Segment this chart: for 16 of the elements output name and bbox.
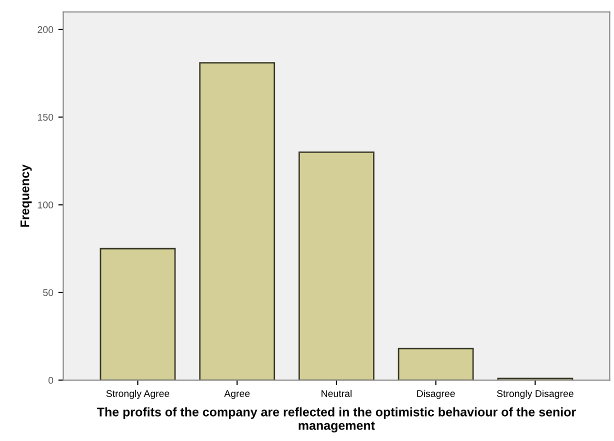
y-tick-label: 100 bbox=[38, 202, 54, 208]
y-tick-label: 50 bbox=[43, 289, 54, 296]
y-axis-title: Frequency bbox=[20, 164, 32, 227]
bar bbox=[398, 348, 474, 380]
x-tick-label: Agree bbox=[224, 390, 250, 399]
x-tick-label: Strongly Agree bbox=[106, 390, 170, 399]
bar bbox=[199, 62, 276, 380]
x-tick-label: Neutral bbox=[322, 390, 352, 398]
bar bbox=[100, 248, 176, 380]
x-tick-label: Disagree bbox=[417, 390, 455, 399]
bar bbox=[298, 151, 374, 380]
y-tick-label: 0 bbox=[48, 376, 54, 384]
y-tick-label: 150 bbox=[38, 114, 54, 121]
x-axis-title: The profits of the company are reflected in the optimistic behaviour of the senior management bbox=[97, 407, 576, 432]
x-tick-label: Strongly Disagree bbox=[496, 390, 574, 399]
y-tick-label: 200 bbox=[38, 26, 54, 34]
